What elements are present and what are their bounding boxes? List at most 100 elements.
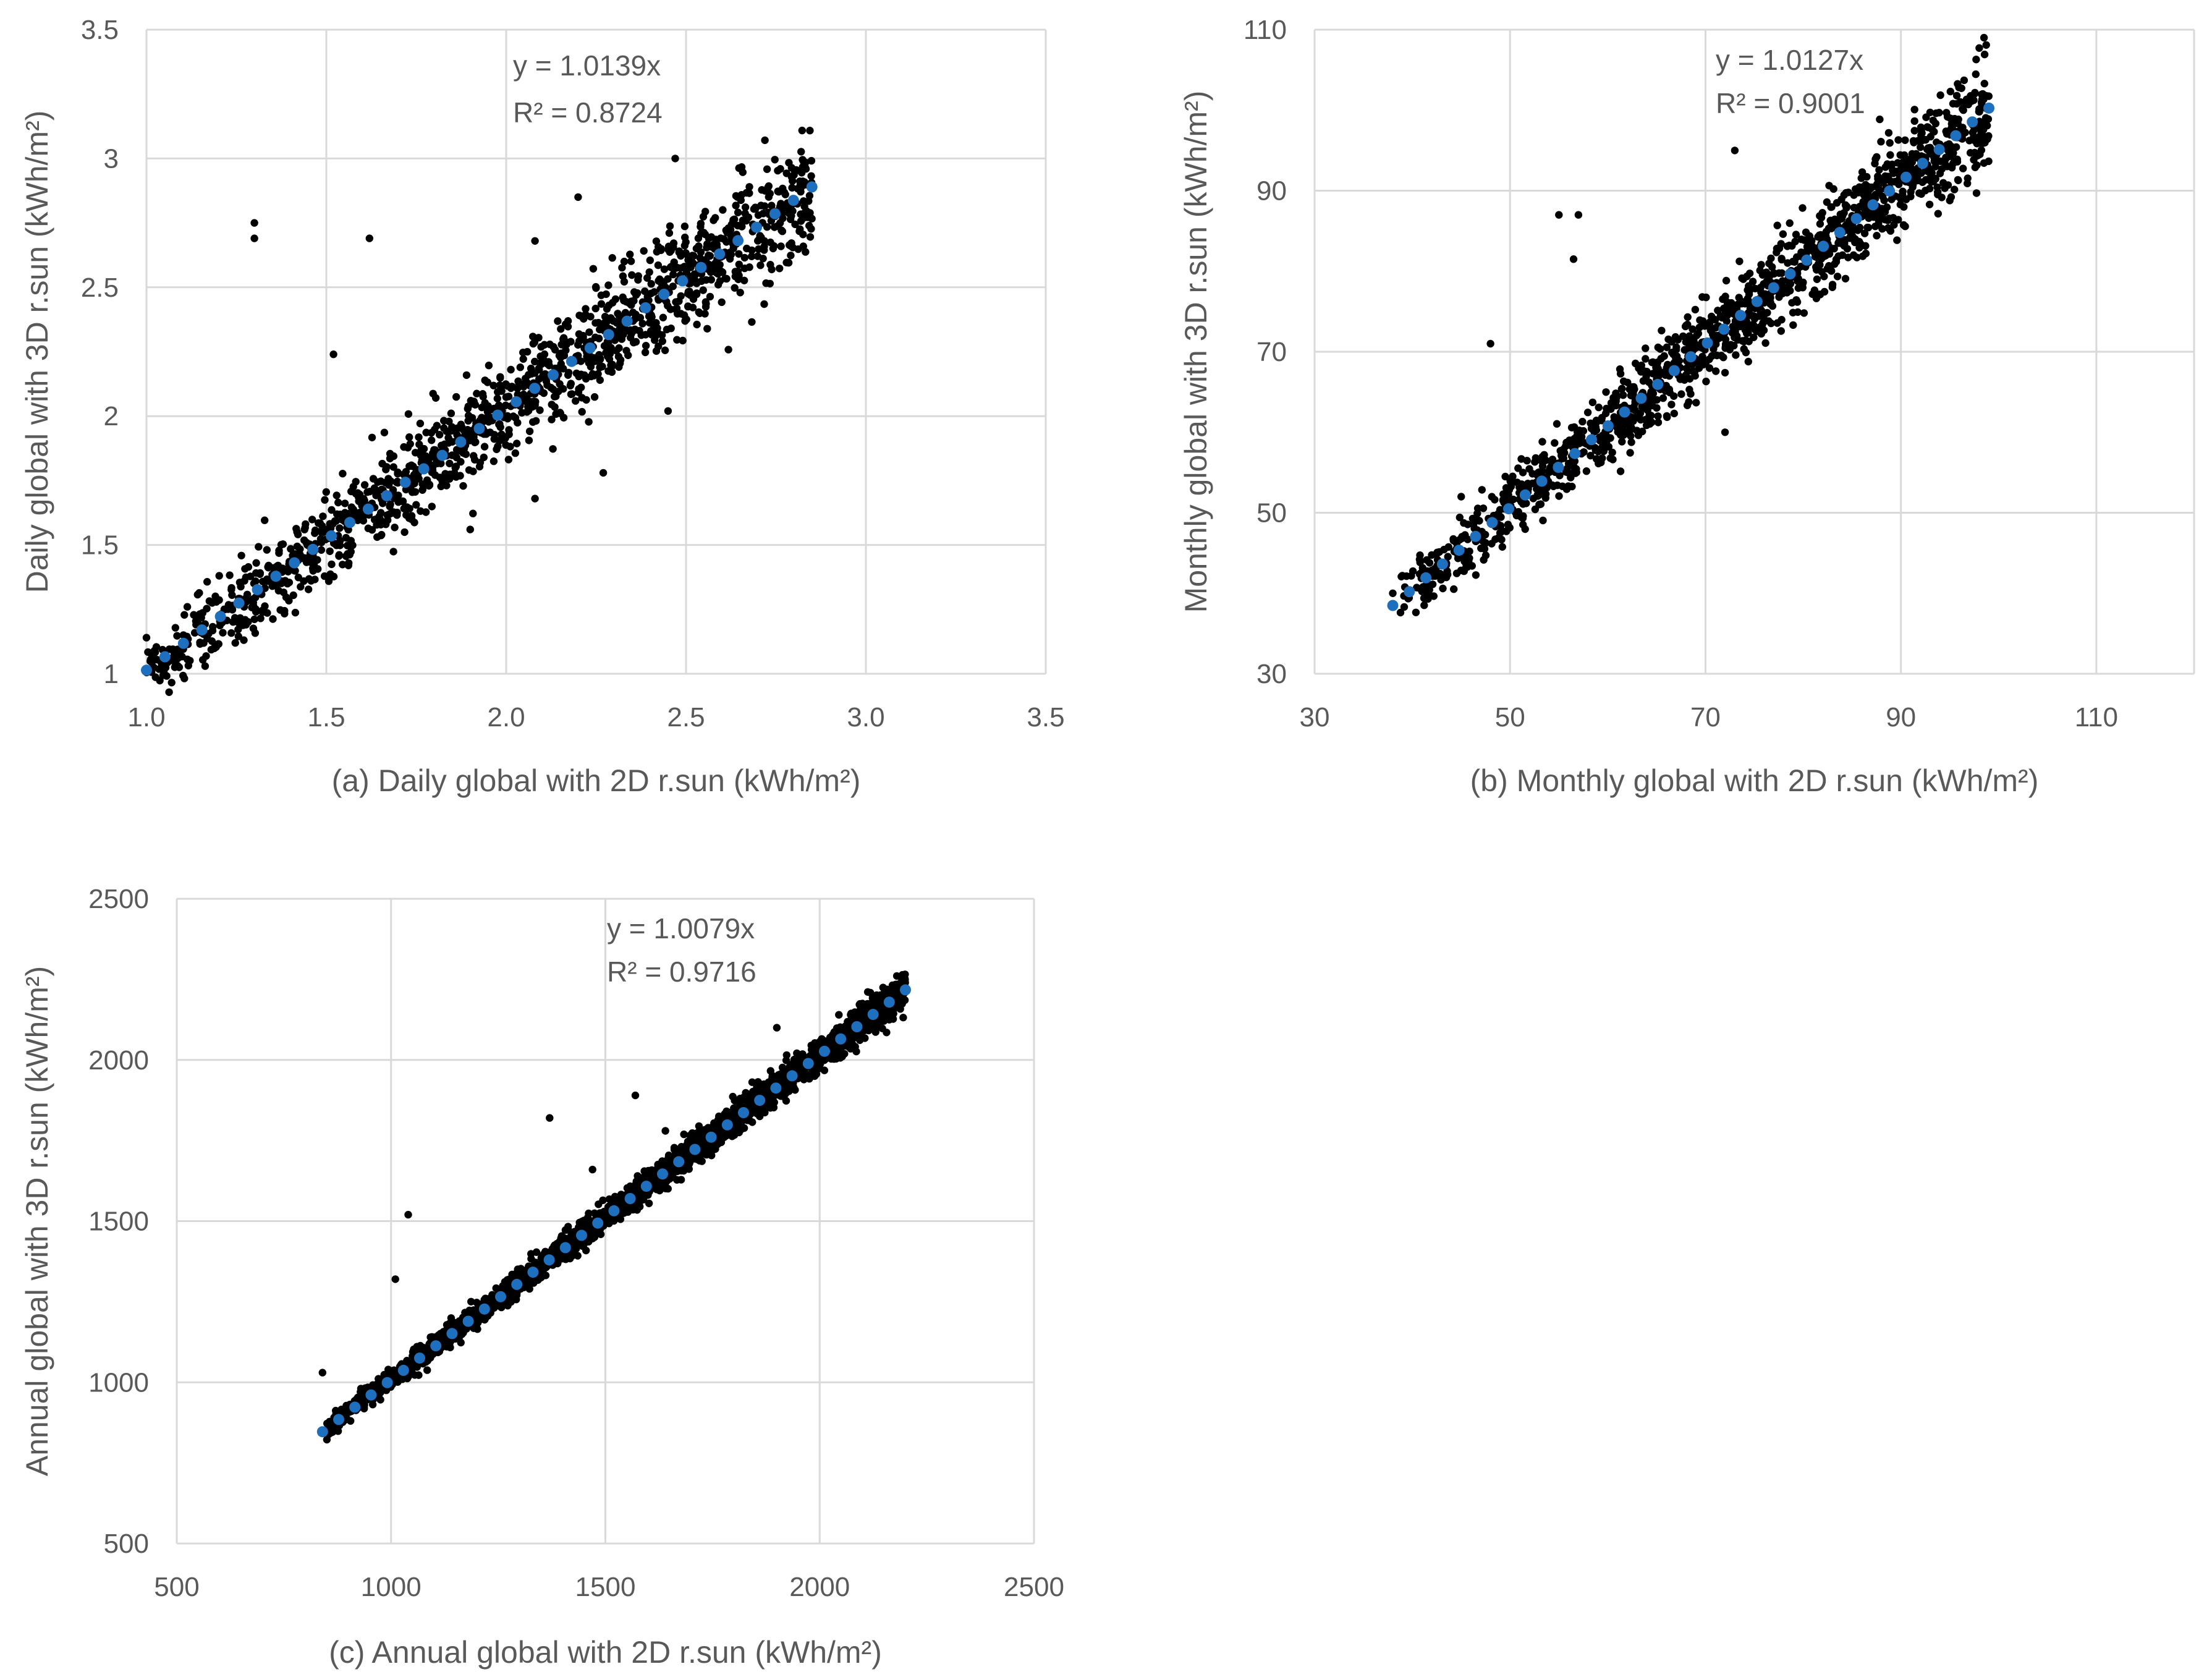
x-tick-label: 3.0 [847, 702, 884, 732]
data-point [1824, 261, 1833, 270]
data-point [446, 475, 454, 483]
monthly-trendline [1387, 102, 1994, 611]
outlier-point [1555, 211, 1563, 219]
data-point [317, 546, 326, 554]
data-point [591, 304, 600, 313]
data-point [1575, 427, 1583, 435]
data-point [740, 276, 748, 284]
trendline-dot [381, 490, 392, 501]
data-point [1894, 169, 1902, 177]
trendline-dot [344, 517, 355, 529]
data-point [274, 587, 282, 595]
data-point [532, 1248, 541, 1256]
data-point [1470, 524, 1478, 533]
data-point [1932, 109, 1940, 117]
data-point [287, 545, 295, 553]
data-point [1750, 315, 1759, 323]
data-point [385, 511, 393, 519]
data-point [278, 579, 286, 587]
data-point [634, 276, 642, 284]
data-point [1685, 332, 1693, 340]
data-point [372, 491, 380, 499]
trendline-dot [1950, 130, 1962, 142]
trendline-dot [1619, 406, 1630, 418]
outlier-point [1574, 211, 1583, 219]
data-point [155, 665, 163, 673]
data-point [748, 252, 756, 260]
data-point [511, 449, 519, 457]
daily-x-axis-title: (a) Daily global with 2D r.sun (kWh/m²) [332, 763, 861, 798]
data-point [1696, 316, 1704, 325]
data-point [1934, 188, 1942, 197]
data-point [249, 624, 258, 632]
data-point [1770, 270, 1778, 278]
data-point [1596, 436, 1604, 445]
data-point [493, 394, 501, 402]
y-tick-label: 90 [1256, 176, 1287, 206]
data-point [745, 183, 753, 191]
data-point [293, 542, 302, 551]
data-point [734, 275, 742, 284]
data-point [1698, 354, 1706, 362]
data-point [536, 406, 544, 414]
data-point [706, 292, 714, 301]
data-point [1618, 438, 1626, 446]
data-point [611, 295, 620, 304]
data-point [237, 551, 245, 559]
data-point [178, 653, 186, 661]
outlier-point [531, 495, 539, 503]
data-point [1943, 130, 1951, 138]
data-point [771, 156, 779, 164]
data-point [782, 258, 790, 266]
x-tick-label: 30 [1300, 702, 1330, 732]
data-point [1918, 129, 1926, 137]
data-point [448, 423, 456, 431]
data-point [680, 1130, 688, 1139]
data-point [368, 526, 376, 534]
data-point [1498, 543, 1506, 551]
data-point [1886, 151, 1894, 159]
data-point [1751, 284, 1760, 292]
trendline-dot [566, 355, 577, 367]
data-point [328, 506, 336, 514]
data-point [737, 191, 746, 199]
data-point [617, 335, 626, 343]
data-point [729, 244, 737, 252]
data-point [1623, 420, 1631, 428]
data-point [523, 347, 532, 356]
data-point [1464, 520, 1472, 529]
data-point [589, 265, 598, 273]
data-point [652, 237, 661, 245]
data-point [575, 337, 583, 345]
data-point [384, 475, 392, 483]
y-tick-label: 1 [104, 659, 119, 689]
data-point [788, 184, 796, 192]
outlier-point [1731, 146, 1739, 155]
trendline-dot [1718, 323, 1730, 335]
data-point [447, 1314, 456, 1322]
data-point [1648, 418, 1656, 427]
data-point [756, 232, 764, 240]
trendline-dot [769, 208, 781, 219]
data-point [697, 219, 705, 227]
data-point [1922, 113, 1930, 121]
data-point [1959, 164, 1967, 172]
data-point [731, 284, 739, 292]
data-point [183, 603, 192, 611]
data-point [519, 355, 527, 363]
data-point [787, 211, 795, 220]
data-point [1683, 401, 1692, 409]
data-point [390, 494, 399, 503]
data-point [660, 265, 669, 273]
data-point [1860, 202, 1868, 210]
data-point [198, 609, 207, 617]
outlier-point [664, 407, 672, 415]
data-point [478, 403, 486, 412]
data-point [1777, 327, 1785, 335]
data-point [1714, 307, 1722, 315]
data-point [1558, 482, 1567, 490]
data-point [494, 388, 502, 396]
data-point [699, 286, 707, 294]
data-point [1985, 132, 1993, 140]
